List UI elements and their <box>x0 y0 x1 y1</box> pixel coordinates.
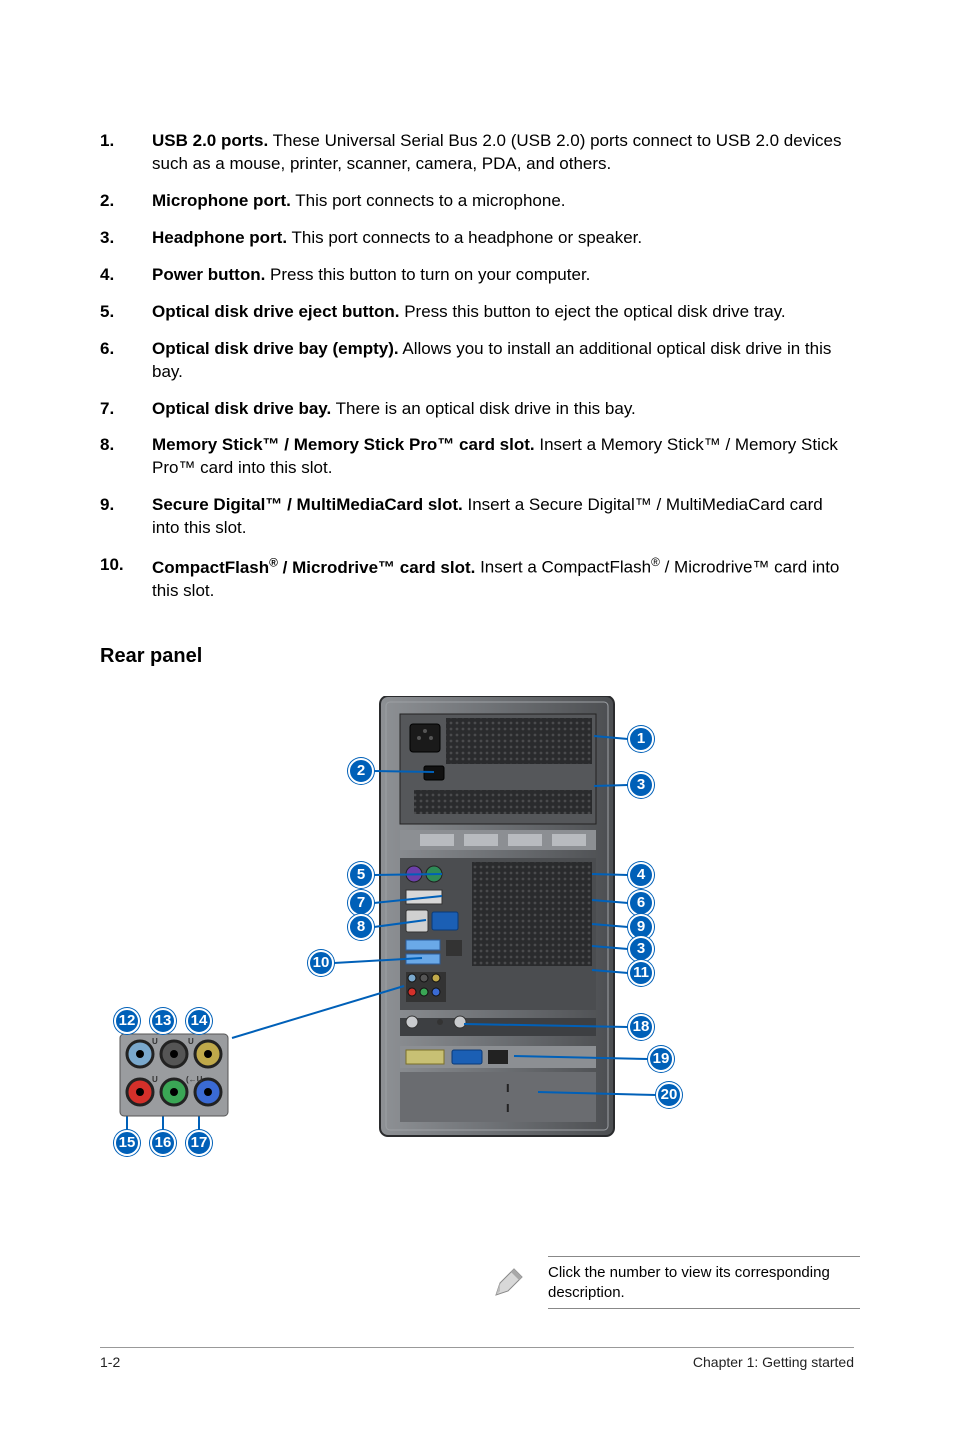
svg-text:U: U <box>152 1075 158 1084</box>
callout-2[interactable]: 2 <box>348 758 374 784</box>
callout-8[interactable]: 8 <box>348 914 374 940</box>
callout-18[interactable]: 18 <box>628 1014 654 1040</box>
list-item-number: 9. <box>100 494 152 540</box>
callout-13[interactable]: 13 <box>150 1008 176 1034</box>
list-item: 7.Optical disk drive bay. There is an op… <box>100 398 854 421</box>
list-item-number: 5. <box>100 301 152 324</box>
callout-20[interactable]: 20 <box>656 1082 682 1108</box>
list-item-body: Optical disk drive eject button. Press t… <box>152 301 854 324</box>
chapter-label: Chapter 1: Getting started <box>693 1354 854 1370</box>
callout-17[interactable]: 17 <box>186 1130 212 1156</box>
svg-text:U: U <box>152 1037 158 1046</box>
list-item-body: Secure Digital™ / MultiMediaCard slot. I… <box>152 494 854 540</box>
svg-text:(←U: (←U <box>186 1075 203 1084</box>
list-item-number: 6. <box>100 338 152 384</box>
list-item-body: Microphone port. This port connects to a… <box>152 190 854 213</box>
callout-5[interactable]: 5 <box>348 862 374 888</box>
section-title: Rear panel <box>100 645 854 668</box>
feature-list: 1.USB 2.0 ports. These Universal Serial … <box>100 130 854 603</box>
callout-14[interactable]: 14 <box>186 1008 212 1034</box>
list-item: 2.Microphone port. This port connects to… <box>100 190 854 213</box>
list-item: 6.Optical disk drive bay (empty). Allows… <box>100 338 854 384</box>
list-item-body: Optical disk drive bay. There is an opti… <box>152 398 854 421</box>
page-footer: 1-2 Chapter 1: Getting started <box>100 1347 854 1370</box>
callout-1[interactable]: 1 <box>628 726 654 752</box>
list-item: 9.Secure Digital™ / MultiMediaCard slot.… <box>100 494 854 540</box>
callout-16[interactable]: 16 <box>150 1130 176 1156</box>
callout-15[interactable]: 15 <box>114 1130 140 1156</box>
callout-3[interactable]: 3 <box>628 772 654 798</box>
callout-10[interactable]: 10 <box>308 950 334 976</box>
list-item: 5.Optical disk drive eject button. Press… <box>100 301 854 324</box>
callout-11[interactable]: 11 <box>628 960 654 986</box>
list-item-number: 7. <box>100 398 152 421</box>
list-item: 3.Headphone port. This port connects to … <box>100 227 854 250</box>
list-item-body: Power button. Press this button to turn … <box>152 264 854 287</box>
list-item-body: USB 2.0 ports. These Universal Serial Bu… <box>152 130 854 176</box>
list-item: 1.USB 2.0 ports. These Universal Serial … <box>100 130 854 176</box>
callout-7[interactable]: 7 <box>348 890 374 916</box>
list-item-body: Headphone port. This port connects to a … <box>152 227 854 250</box>
page-number: 1-2 <box>100 1354 120 1370</box>
note-bar: Click the number to view its correspondi… <box>490 1256 860 1309</box>
callout-4[interactable]: 4 <box>628 862 654 888</box>
list-item: 8.Memory Stick™ / Memory Stick Pro™ card… <box>100 434 854 480</box>
list-item-body: Optical disk drive bay (empty). Allows y… <box>152 338 854 384</box>
list-item-number: 4. <box>100 264 152 287</box>
callout-6[interactable]: 6 <box>628 890 654 916</box>
svg-text:U: U <box>188 1037 194 1046</box>
list-item-body: CompactFlash® / Microdrive™ card slot. I… <box>152 554 854 603</box>
list-item-number: 2. <box>100 190 152 213</box>
pencil-icon <box>490 1265 526 1301</box>
rear-panel-diagram: UUU(←U 12354768931011181920121314151617 <box>100 696 854 1216</box>
list-item-body: Memory Stick™ / Memory Stick Pro™ card s… <box>152 434 854 480</box>
list-item: 10.CompactFlash® / Microdrive™ card slot… <box>100 554 854 603</box>
list-item: 4.Power button. Press this button to tur… <box>100 264 854 287</box>
list-item-number: 10. <box>100 554 152 603</box>
callout-3[interactable]: 3 <box>628 936 654 962</box>
callout-12[interactable]: 12 <box>114 1008 140 1034</box>
list-item-number: 1. <box>100 130 152 176</box>
note-text: Click the number to view its correspondi… <box>548 1256 860 1309</box>
list-item-number: 3. <box>100 227 152 250</box>
list-item-number: 8. <box>100 434 152 480</box>
callout-19[interactable]: 19 <box>648 1046 674 1072</box>
